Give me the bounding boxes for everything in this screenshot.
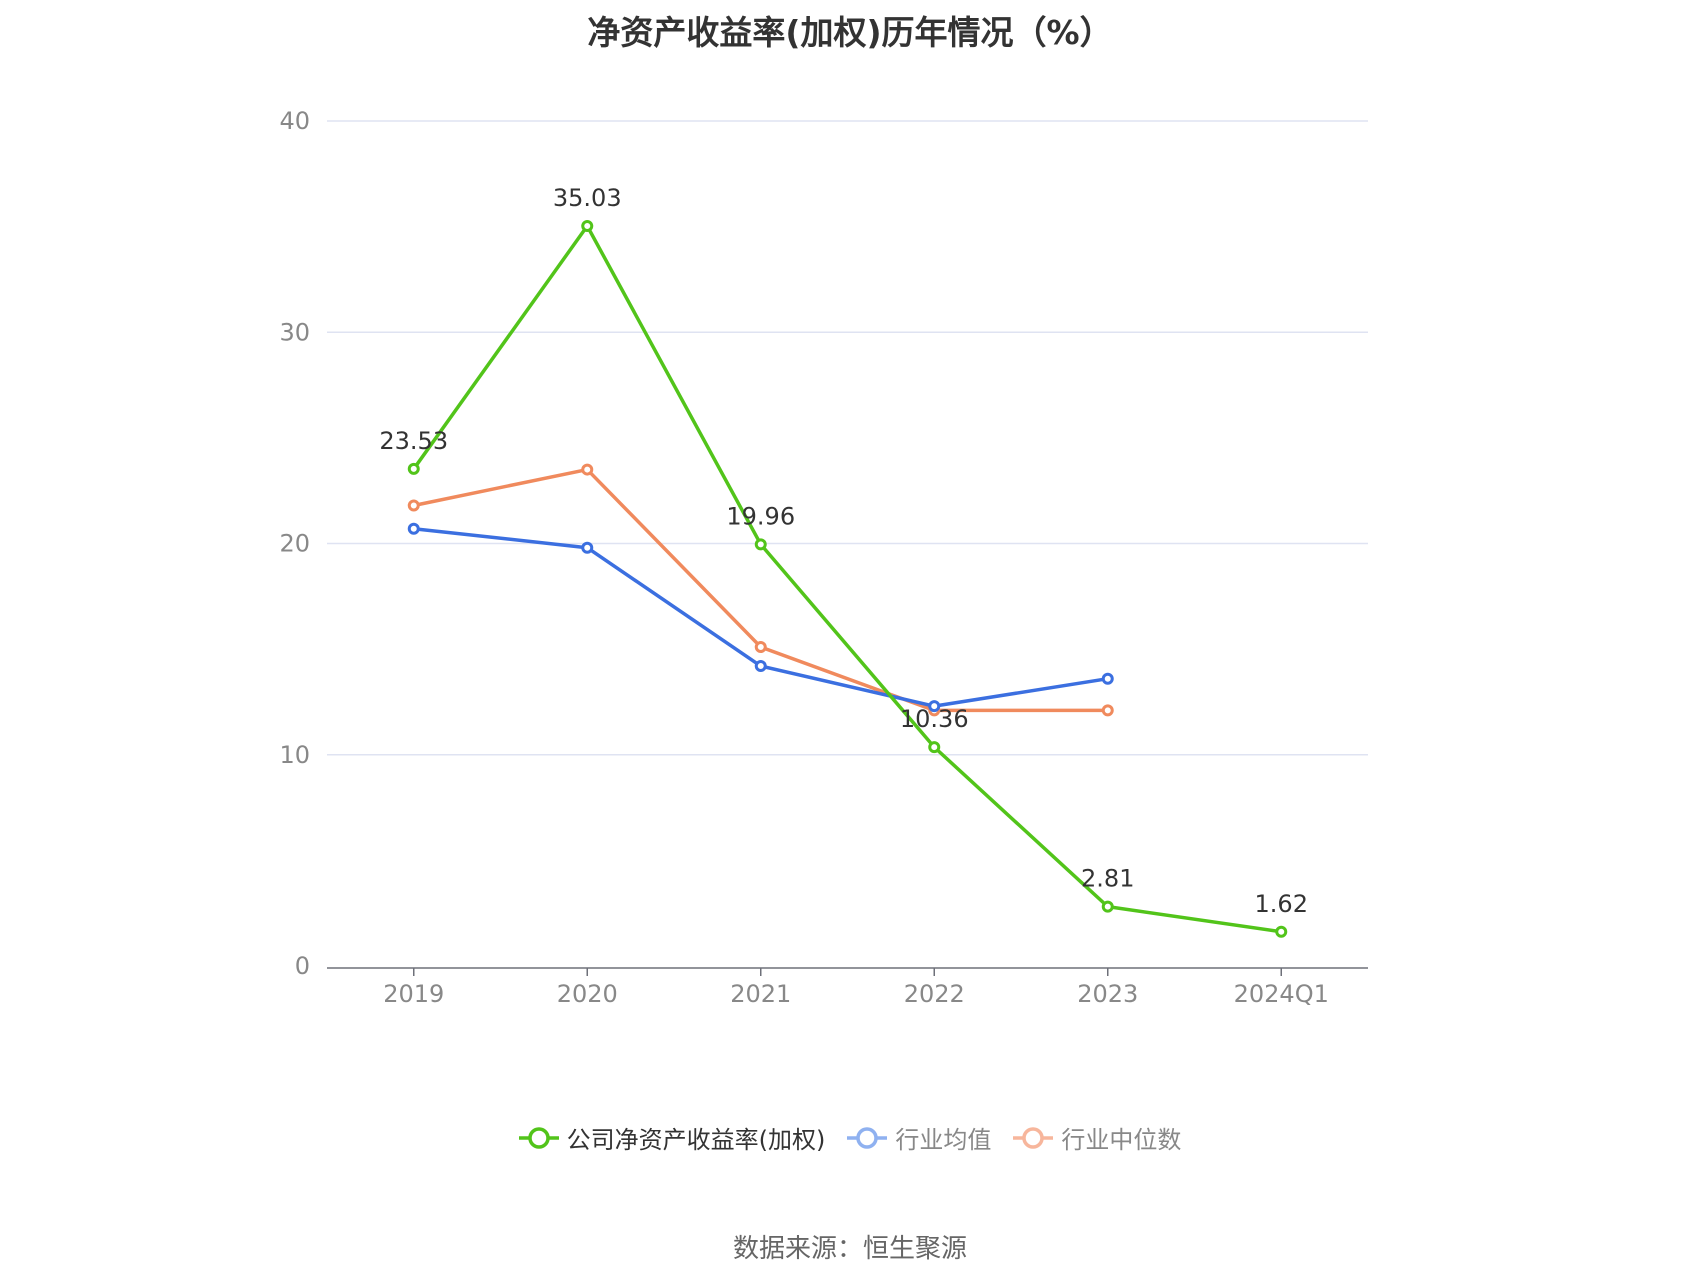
legend-item-1[interactable]: 行业均值 <box>847 1120 991 1155</box>
legend-item-0[interactable]: 公司净资产收益率(加权) <box>518 1120 826 1155</box>
legend-item-2[interactable]: 行业中位数 <box>1013 1120 1181 1155</box>
chart-title: 净资产收益率(加权)历年情况（%） <box>587 13 1113 52</box>
data-point[interactable] <box>1275 925 1288 938</box>
x-tick-label: 2024Q1 <box>1234 980 1329 1008</box>
data-label: 23.53 <box>379 427 448 455</box>
data-point[interactable] <box>581 219 594 232</box>
data-point[interactable] <box>928 700 941 713</box>
x-tick-label: 2020 <box>557 980 618 1008</box>
legend-line-icon <box>1013 1126 1054 1149</box>
data-labels: 23.53 35.03 19.96 10.36 2.81 1.62 <box>379 184 1308 918</box>
data-label: 35.03 <box>553 184 622 212</box>
axes: 0 10 20 30 40 2019 2020 2021 2022 2023 2024Q1 <box>279 107 1368 1008</box>
data-point[interactable] <box>754 538 767 551</box>
data-point[interactable] <box>407 499 420 512</box>
legend-line-icon <box>847 1126 888 1149</box>
series-line-1 <box>413 526 1109 708</box>
x-tick-label: 2021 <box>730 980 791 1008</box>
data-source: 数据来源：恒生聚源 <box>732 1234 967 1264</box>
data-point[interactable] <box>581 541 594 554</box>
data-label: 10.36 <box>900 705 969 733</box>
x-tick-label: 2019 <box>383 980 444 1008</box>
legend-line-icon <box>518 1126 559 1149</box>
data-point[interactable] <box>581 463 594 476</box>
data-label: 19.96 <box>726 502 795 530</box>
y-tick-label: 40 <box>279 107 310 135</box>
data-point[interactable] <box>754 641 767 654</box>
series-layer <box>407 219 1288 938</box>
series-line-0 <box>412 224 1282 934</box>
data-point[interactable] <box>1101 672 1114 685</box>
y-tick-label: 30 <box>279 318 310 346</box>
data-point[interactable] <box>754 660 767 673</box>
data-point[interactable] <box>407 462 420 475</box>
legend-label: 公司净资产收益率(加权) <box>566 1126 826 1154</box>
grid-lines <box>327 120 1368 756</box>
data-point[interactable] <box>928 741 941 754</box>
data-label: 1.62 <box>1255 890 1308 918</box>
y-tick-label: 0 <box>295 952 310 980</box>
y-tick-label: 10 <box>279 741 310 769</box>
legend-label: 行业中位数 <box>1061 1126 1182 1154</box>
x-tick-label: 2022 <box>904 980 965 1008</box>
legend-label: 行业均值 <box>895 1126 992 1154</box>
data-label: 2.81 <box>1081 865 1134 893</box>
legend: 公司净资产收益率(加权) 行业均值 行业中位数 <box>0 1120 1700 1155</box>
y-tick-label: 20 <box>279 530 310 558</box>
data-point[interactable] <box>407 522 420 535</box>
data-point[interactable] <box>1101 704 1114 717</box>
x-tick-label: 2023 <box>1077 980 1138 1008</box>
data-point[interactable] <box>1101 900 1114 913</box>
